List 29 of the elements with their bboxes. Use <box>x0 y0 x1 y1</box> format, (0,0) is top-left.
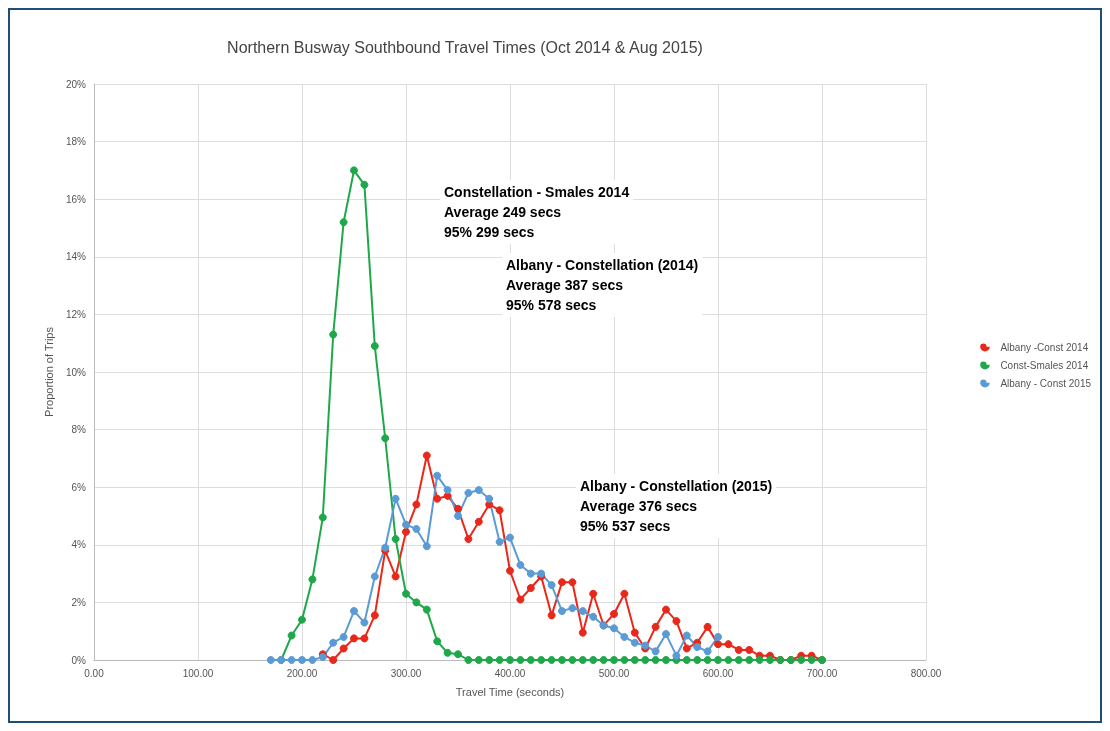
legend-label: Albany - Const 2015 <box>1000 378 1092 389</box>
x-tick-label: 300.00 <box>390 667 422 679</box>
legend-label: Const-Smales 2014 <box>1000 360 1089 371</box>
x-tick-label: 100.00 <box>182 667 214 679</box>
y-tick-label: 12% <box>65 308 87 320</box>
y-tick-label: 14% <box>65 251 87 263</box>
y-tick-label: 20% <box>65 78 87 90</box>
x-tick-label: 200.00 <box>286 667 318 679</box>
annotation: Constellation - Smales 2014 Average 249 secs 95% 299 secs <box>444 184 630 240</box>
x-tick-label: 0.00 <box>84 667 105 679</box>
y-tick-label: 6% <box>71 481 87 493</box>
legend-label: Albany -Const 2014 <box>1000 342 1089 353</box>
y-tick-label: 18% <box>65 136 87 148</box>
x-tick-label: 400.00 <box>494 667 526 679</box>
annotation: Albany - Constellation (2015) Average 376 secs 95% 537 secs <box>580 478 773 534</box>
x-tick-label: 700.00 <box>806 667 838 679</box>
y-axis-title: Proportion of Trips <box>42 326 55 417</box>
annotation: Albany - Constellation (2014) Average 387 secs 95% 578 secs <box>506 257 699 313</box>
chart-title: Northern Busway Southbound Travel Times (Oct 2014 & Aug 2015) <box>227 38 703 56</box>
y-tick-label: 2% <box>71 596 87 608</box>
x-tick-label: 800.00 <box>910 667 942 679</box>
x-tick-label: 600.00 <box>702 667 734 679</box>
x-axis-title: Travel Time (seconds) <box>455 685 565 698</box>
y-tick-label: 4% <box>71 539 87 551</box>
x-tick-label: 500.00 <box>598 667 630 679</box>
y-tick-label: 16% <box>65 193 87 205</box>
y-tick-label: 10% <box>65 366 87 378</box>
y-tick-label: 8% <box>71 424 87 436</box>
y-tick-label: 0% <box>71 654 87 666</box>
